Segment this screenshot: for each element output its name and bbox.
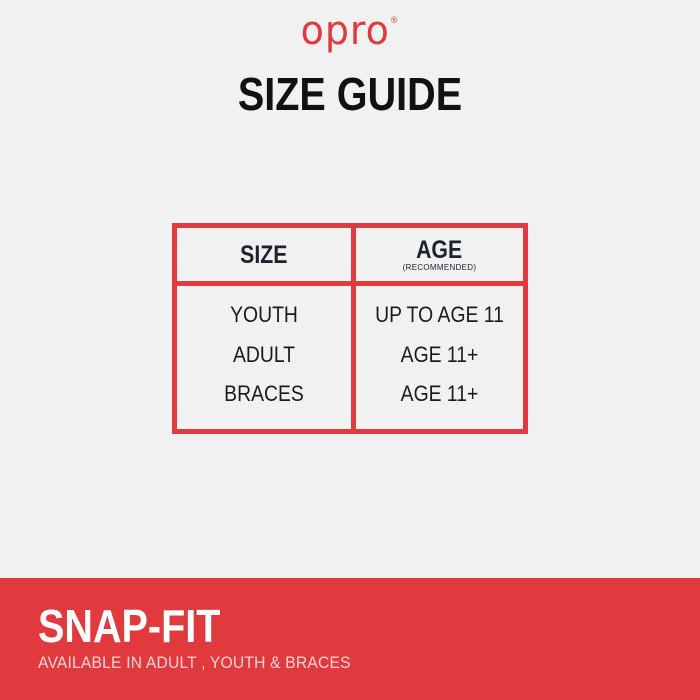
table-header-divider — [177, 281, 523, 286]
age-cell: AGE 11+ — [400, 381, 479, 406]
footer-band: SNAP-FIT AVAILABLE IN ADULT , YOUTH & BR… — [0, 578, 700, 700]
opro-logo: opro® — [18, 8, 683, 54]
size-header-label: SIZE — [240, 240, 288, 269]
size-column: SIZE YOUTH ADULT BRACES — [177, 228, 351, 429]
age-header-label: AGE — [416, 235, 463, 264]
page-title: SIZE GUIDE — [237, 68, 463, 120]
size-cell: BRACES — [224, 381, 304, 406]
size-header: SIZE — [177, 228, 351, 281]
size-guide-table: SIZE YOUTH ADULT BRACES AGE (RECOMMENDED… — [172, 223, 528, 434]
trademark-symbol: ® — [389, 16, 400, 26]
table-column-divider — [351, 228, 356, 429]
size-cells: YOUTH ADULT BRACES — [177, 302, 351, 421]
age-cells: UP TO AGE 11 AGE 11+ AGE 11+ — [356, 302, 523, 421]
product-name: SNAP-FIT — [38, 600, 221, 652]
size-cell: ADULT — [232, 341, 296, 367]
age-header-note: (RECOMMENDED) — [402, 262, 477, 272]
age-header: AGE (RECOMMENDED) — [356, 228, 523, 281]
age-cell: UP TO AGE 11 — [375, 302, 504, 327]
size-cell: YOUTH — [230, 302, 298, 327]
age-column: AGE (RECOMMENDED) UP TO AGE 11 AGE 11+ A… — [356, 228, 523, 429]
age-cell: AGE 11+ — [400, 341, 479, 367]
logo-text: opro — [300, 8, 390, 54]
availability-text: AVAILABLE IN ADULT , YOUTH & BRACES — [38, 653, 351, 672]
